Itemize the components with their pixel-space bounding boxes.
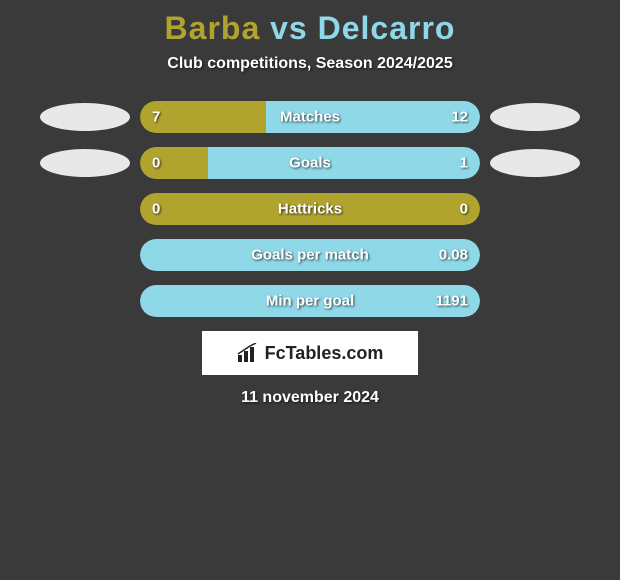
stat-bar: 0 0 Hattricks [140, 193, 480, 225]
stat-value-right: 12 [451, 109, 468, 126]
stat-value-right: 1 [460, 155, 468, 172]
stat-row: 0 0 Hattricks [0, 193, 620, 225]
stat-label: Min per goal [266, 293, 354, 310]
stat-value-right: 1191 [435, 293, 468, 310]
club-badge-right [490, 149, 580, 177]
stat-row: 0.08 Goals per match [0, 239, 620, 271]
brand-chart-icon [237, 343, 259, 363]
stat-value-left: 0 [152, 155, 160, 172]
subtitle: Club competitions, Season 2024/2025 [0, 55, 620, 73]
stat-bar: 7 12 Matches [140, 101, 480, 133]
club-badge-right [490, 195, 580, 223]
club-badge-right [490, 287, 580, 315]
player2-name: Delcarro [318, 10, 456, 46]
club-badge-right [490, 103, 580, 131]
player1-name: Barba [165, 10, 261, 46]
stat-label: Goals [289, 155, 331, 172]
brand-text: FcTables.com [265, 343, 384, 364]
stat-bar: 0 1 Goals [140, 147, 480, 179]
club-badge-left [40, 149, 130, 177]
club-badge-left [40, 195, 130, 223]
brand-badge: FcTables.com [202, 331, 418, 375]
bar-segment-left [140, 147, 208, 179]
stat-label: Goals per match [251, 247, 369, 264]
club-badge-right [490, 241, 580, 269]
date-text: 11 november 2024 [0, 389, 620, 407]
stat-row: 1191 Min per goal [0, 285, 620, 317]
stat-label: Hattricks [278, 201, 342, 218]
stats-comparison-card: Barba vs Delcarro Club competitions, Sea… [0, 0, 620, 407]
stat-row: 7 12 Matches [0, 101, 620, 133]
stat-value-left: 7 [152, 109, 160, 126]
page-title: Barba vs Delcarro [0, 10, 620, 47]
club-badge-left [40, 287, 130, 315]
club-badge-left [40, 103, 130, 131]
bar-segment-right [208, 147, 480, 179]
stat-row: 0 1 Goals [0, 147, 620, 179]
stat-label: Matches [280, 109, 340, 126]
club-badge-left [40, 241, 130, 269]
stat-value-right: 0.08 [439, 247, 468, 264]
comparison-chart: 7 12 Matches 0 1 Goals 0 0 Hattricks 0.08 Goals pe… [0, 101, 620, 317]
stat-bar: 0.08 Goals per match [140, 239, 480, 271]
stat-value-left: 0 [152, 201, 160, 218]
stat-value-right: 0 [460, 201, 468, 218]
stat-bar: 1191 Min per goal [140, 285, 480, 317]
vs-text: vs [270, 10, 308, 46]
